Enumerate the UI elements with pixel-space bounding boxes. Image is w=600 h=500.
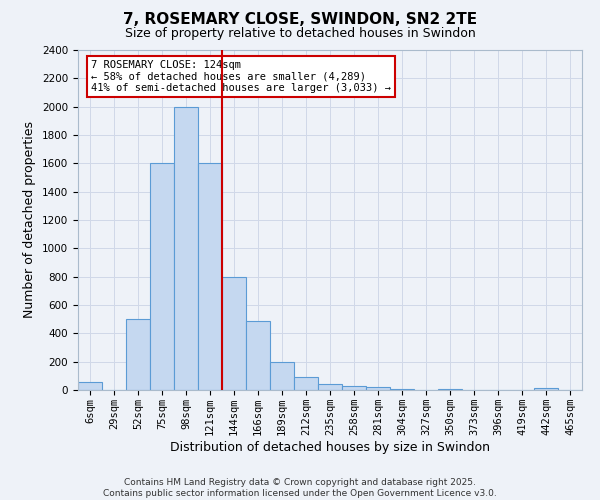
Y-axis label: Number of detached properties: Number of detached properties [23,122,37,318]
Bar [270,362,294,390]
Text: 7 ROSEMARY CLOSE: 124sqm
← 58% of detached houses are smaller (4,289)
41% of sem: 7 ROSEMARY CLOSE: 124sqm ← 58% of detach… [91,60,391,93]
Bar [342,386,366,390]
Bar [438,388,462,390]
Bar [318,384,342,390]
Bar [174,106,198,390]
Bar [390,388,414,390]
Bar [294,378,318,390]
X-axis label: Distribution of detached houses by size in Swindon: Distribution of detached houses by size … [170,440,490,454]
Bar [222,276,246,390]
Bar [198,164,222,390]
Text: Contains HM Land Registry data © Crown copyright and database right 2025.
Contai: Contains HM Land Registry data © Crown c… [103,478,497,498]
Bar [126,319,150,390]
Bar [78,382,102,390]
Bar [246,320,270,390]
Text: 7, ROSEMARY CLOSE, SWINDON, SN2 2TE: 7, ROSEMARY CLOSE, SWINDON, SN2 2TE [123,12,477,28]
Bar [150,164,174,390]
Bar [534,388,558,390]
Bar [366,387,390,390]
Text: Size of property relative to detached houses in Swindon: Size of property relative to detached ho… [125,28,475,40]
